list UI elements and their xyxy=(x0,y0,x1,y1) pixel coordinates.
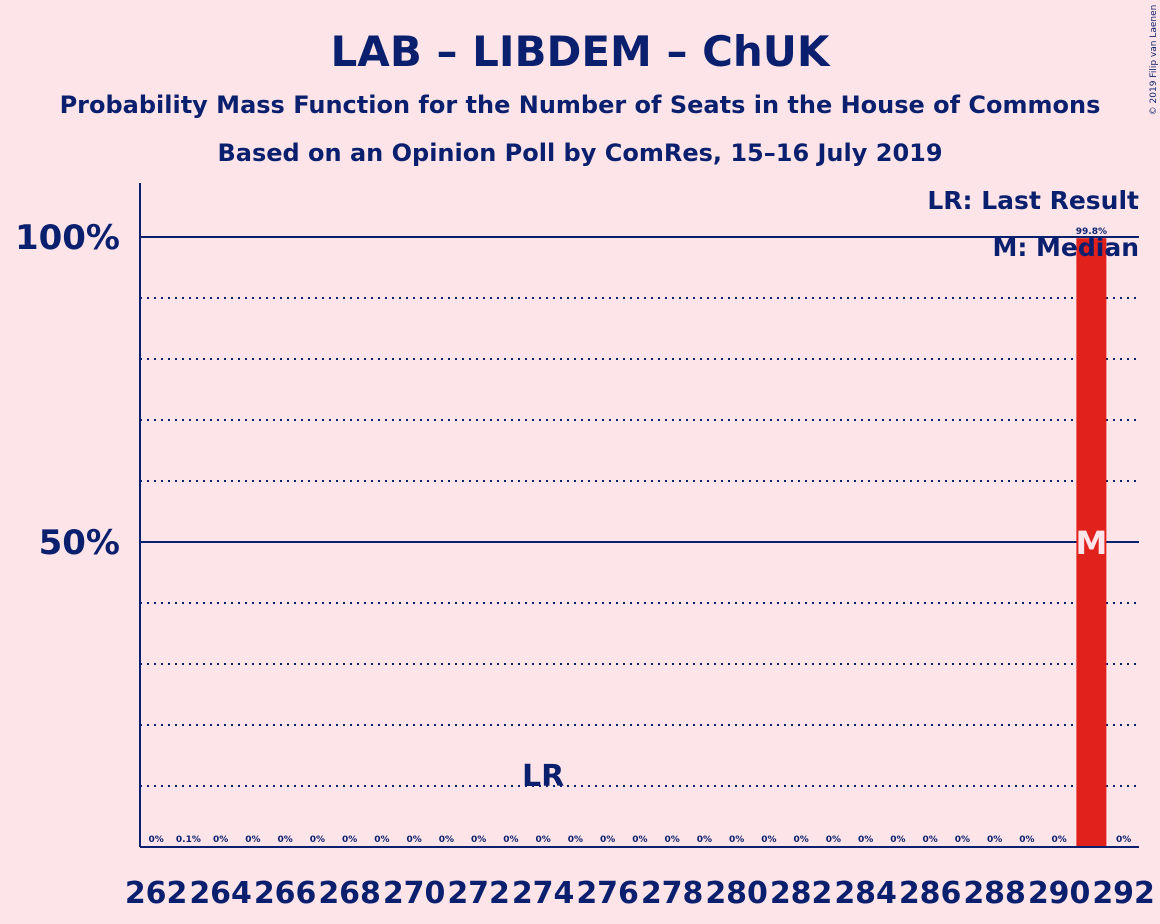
value-label-seat-274: 0% xyxy=(535,835,550,845)
value-label-seat-269: 0% xyxy=(374,835,389,845)
bar-seat-291 xyxy=(1076,238,1107,848)
value-label-seat-271: 0% xyxy=(439,835,454,845)
chart-subtitle: Probability Mass Function for the Number… xyxy=(60,91,1101,119)
x-tick-label: 284 xyxy=(834,876,897,911)
x-tick-label: 278 xyxy=(641,876,704,911)
value-label-seat-281: 0% xyxy=(761,835,776,845)
x-tick-label: 276 xyxy=(576,876,639,911)
x-tick-label: 266 xyxy=(254,876,317,911)
value-label-seat-273: 0% xyxy=(503,835,518,845)
x-tick-label: 274 xyxy=(512,876,575,911)
value-label-seat-283: 0% xyxy=(826,835,841,845)
value-label-seat-262: 0% xyxy=(148,835,163,845)
x-tick-labels: 262 264 266 268 270 272 274 276 278 280 282 284 286 2… xyxy=(125,876,1155,911)
value-label-seat-290: 0% xyxy=(1051,835,1066,845)
bars xyxy=(1076,238,1107,848)
y-tick-label: 50% xyxy=(39,523,120,563)
value-label-seat-280: 0% xyxy=(729,835,744,845)
value-label-seat-263: 0.1% xyxy=(176,835,201,845)
legend-last-result: LR: Last Result xyxy=(927,186,1139,215)
x-tick-label: 280 xyxy=(705,876,768,911)
value-label-seat-272: 0% xyxy=(471,835,486,845)
chart-subtitle-poll: Based on an Opinion Poll by ComRes, 15–1… xyxy=(217,139,942,167)
value-label-seat-277: 0% xyxy=(632,835,647,845)
gridlines xyxy=(140,236,1139,787)
x-tick-label: 272 xyxy=(447,876,510,911)
value-label-seat-278: 0% xyxy=(664,835,679,845)
y-tick-label: 100% xyxy=(15,218,120,258)
x-tick-label: 282 xyxy=(770,876,833,911)
value-label-seat-287: 0% xyxy=(955,835,970,845)
value-label-seat-267: 0% xyxy=(310,835,325,845)
value-label-seat-265: 0% xyxy=(245,835,260,845)
value-label-seat-284: 0% xyxy=(858,835,873,845)
x-tick-label: 288 xyxy=(963,876,1026,911)
value-label-seat-288: 0% xyxy=(987,835,1002,845)
value-label-seat-291: 99.8% xyxy=(1076,227,1107,237)
median-marker: M xyxy=(1075,524,1107,562)
value-label-seat-285: 0% xyxy=(890,835,905,845)
x-tick-label: 286 xyxy=(899,876,962,911)
value-label-seat-264: 0% xyxy=(213,835,228,845)
copyright-note: © 2019 Filip van Laenen xyxy=(1149,5,1159,116)
x-tick-label: 290 xyxy=(1028,876,1091,911)
x-tick-label: 268 xyxy=(318,876,381,911)
value-label-seat-286: 0% xyxy=(922,835,937,845)
value-label-seat-279: 0% xyxy=(697,835,712,845)
x-tick-label: 264 xyxy=(189,876,252,911)
x-tick-label: 262 xyxy=(125,876,188,911)
value-label-seat-268: 0% xyxy=(342,835,357,845)
y-tick-labels: 50% 100% xyxy=(15,218,120,563)
value-label-seat-292: 0% xyxy=(1116,835,1131,845)
x-tick-label: 292 xyxy=(1092,876,1155,911)
x-tick-label: 270 xyxy=(383,876,446,911)
legend-median: M: Median xyxy=(992,233,1139,262)
last-result-marker: LR xyxy=(522,759,564,794)
value-label-seat-275: 0% xyxy=(568,835,583,845)
value-label-seat-282: 0% xyxy=(793,835,808,845)
chart-title: LAB – LIBDEM – ChUK xyxy=(331,27,831,76)
value-label-seat-266: 0% xyxy=(277,835,292,845)
value-label-seat-270: 0% xyxy=(406,835,421,845)
value-labels: 0% 0.1% 0% 0% 0% 0% 0% 0% 0% 0% 0% 0% 0% 0% 0% 0% 0% 0% 0%… xyxy=(148,227,1131,845)
value-label-seat-289: 0% xyxy=(1019,835,1034,845)
value-label-seat-276: 0% xyxy=(600,835,615,845)
